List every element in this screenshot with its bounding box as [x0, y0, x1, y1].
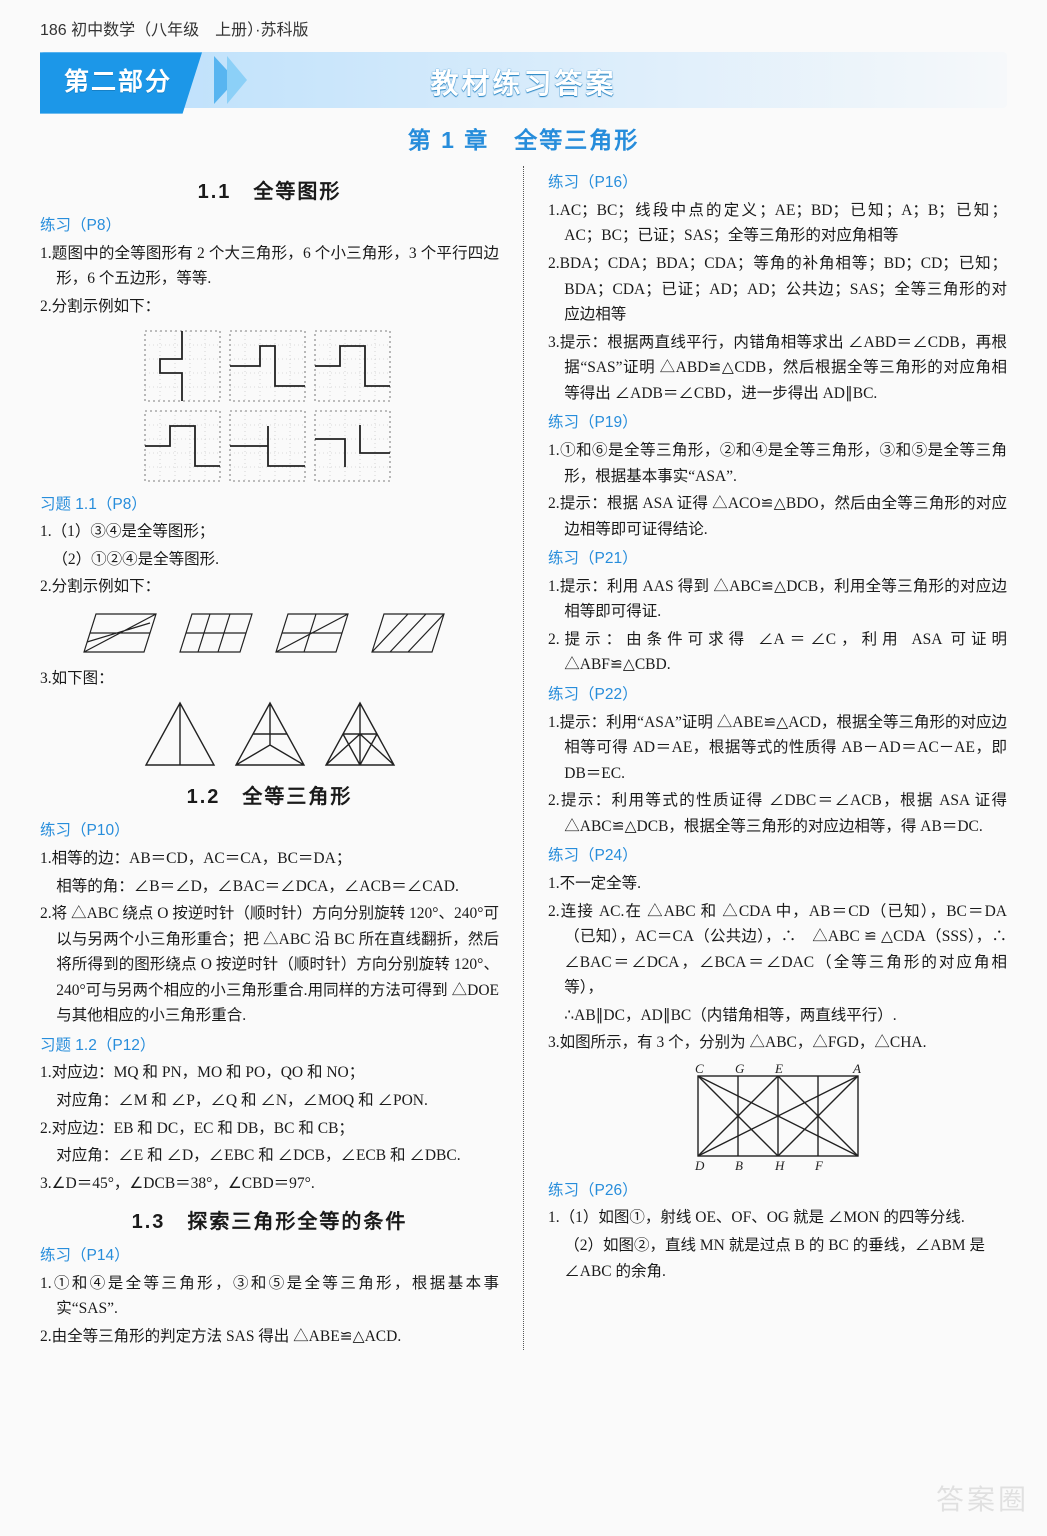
xt12-item-2b: 对应角：∠E 和 ∠D，∠EBC 和 ∠DCB，∠ECB 和 ∠DBC.: [40, 1143, 499, 1169]
grid-shapes-svg: [140, 326, 400, 486]
p21-item-1: 1.提示：利用 AAS 得到 △ABC≌△DCB，利用全等三角形的对应边相等即可…: [548, 574, 1007, 625]
p10-item-1b: 相等的角：∠B＝∠D，∠BAC＝∠DCA，∠ACB＝∠CAD.: [40, 874, 499, 900]
section-1-3-title: 1.3 探索三角形全等的条件: [40, 1206, 499, 1239]
p16-item-3: 3.提示：根据两直线平行，内错角相等求出 ∠ABD＝∠CDB，再根据“SAS”证…: [548, 330, 1007, 407]
right-column: 练习（P16） 1.AC；BC；线段中点的定义；AE；BD；已知；A；B；已知；…: [548, 166, 1007, 1349]
p10-item-2: 2.将 △ABC 绕点 O 按逆时针（顺时针）方向分别旋转 120°、240°可…: [40, 901, 499, 1029]
parallelogram-svg: [70, 606, 470, 660]
p26-item-1b: （2）如图②，直线 MN 就是过点 B 的 BC 的垂线，∠ABM 是 ∠ABC…: [548, 1233, 1007, 1284]
chapter-title: 第 1 章 全等三角形: [40, 122, 1007, 160]
svg-text:H: H: [774, 1158, 785, 1172]
exercise-p10-label: 练习（P10）: [40, 818, 499, 844]
figure-p24-rectangle: C G E A D B H F: [548, 1062, 1007, 1172]
p22-item-1: 1.提示：利用“ASA”证明 △ABE≌△ACD，根据全等三角形的对应边相等可得…: [548, 710, 1007, 787]
p16-item-1: 1.AC；BC；线段中点的定义；AE；BD；已知；A；B；已知；AC；BC；已证…: [548, 198, 1007, 249]
exercise-p26-label: 练习（P26）: [548, 1178, 1007, 1204]
xt12-item-3: 3.∠D＝45°，∠DCB＝38°，∠CBD＝97°.: [40, 1171, 499, 1197]
svg-text:F: F: [814, 1158, 824, 1172]
two-column-layout: 1.1 全等图形 练习（P8） 1.题图中的全等图形有 2 个大三角形，6 个小…: [40, 166, 1007, 1349]
xt12-item-1b: 对应角：∠M 和 ∠P，∠Q 和 ∠N，∠MOQ 和 ∠PON.: [40, 1088, 499, 1114]
p16-item-2: 2.BDA；CDA；BDA；CDA；等角的补角相等；BD；CD；已知；BDA；C…: [548, 251, 1007, 328]
part-banner: 第二部分 教材练习答案: [40, 52, 1007, 108]
xt11-item-2: 2.分割示例如下：: [40, 574, 499, 600]
left-column: 1.1 全等图形 练习（P8） 1.题图中的全等图形有 2 个大三角形，6 个小…: [40, 166, 499, 1349]
figure-triangle-splits: [40, 697, 499, 771]
svg-text:A: A: [852, 1062, 861, 1076]
p19-item-2: 2.提示：根据 ASA 证得 △ACO≌△BDO，然后由全等三角形的对应边相等即…: [548, 491, 1007, 542]
page-header: 186 初中数学（八年级 上册）·苏科版: [40, 18, 1007, 44]
exercise-p21-label: 练习（P21）: [548, 546, 1007, 572]
xt-1-1-label: 习题 1.1（P8）: [40, 492, 499, 518]
p26-item-1a: 1.（1）如图①，射线 OE、OF、OG 就是 ∠MON 的四等分线.: [548, 1205, 1007, 1231]
triangle-splits-svg: [140, 697, 400, 771]
p22-item-2: 2.提示：利用等式的性质证得 ∠DBC＝∠ACB，根据 ASA 证得 △ABC≌…: [548, 788, 1007, 839]
p8-item-2: 2.分割示例如下：: [40, 294, 499, 320]
exercise-p14-label: 练习（P14）: [40, 1243, 499, 1269]
p10-item-1a: 1.相等的边：AB＝CD，AC＝CA，BC＝DA；: [40, 846, 499, 872]
figure-p8-divisions: [40, 326, 499, 486]
exercise-p22-label: 练习（P22）: [548, 682, 1007, 708]
exercise-p19-label: 练习（P19）: [548, 410, 1007, 436]
section-1-2-title: 1.2 全等三角形: [40, 781, 499, 814]
p19-item-1: 1.①和⑥是全等三角形，②和④是全等三角形，③和⑤是全等三角形，根据基本事实“A…: [548, 438, 1007, 489]
p14-item-1: 1.①和④是全等三角形，③和⑤是全等三角形，根据基本事实“SAS”.: [40, 1271, 499, 1322]
exercise-p16-label: 练习（P16）: [548, 170, 1007, 196]
xt-1-2-label: 习题 1.2（P12）: [40, 1033, 499, 1059]
column-separator: [523, 166, 524, 1349]
p24-item-2b: ∴AB∥DC，AD∥BC（内错角相等，两直线平行）.: [548, 1003, 1007, 1029]
p14-item-2: 2.由全等三角形的判定方法 SAS 得出 △ABE≌△ACD.: [40, 1324, 499, 1350]
xt11-item-1a: 1.（1）③④是全等图形；: [40, 519, 499, 545]
xt11-item-3: 3.如下图：: [40, 666, 499, 692]
xt12-item-1a: 1.对应边：MQ 和 PN，MO 和 PO，QO 和 NO；: [40, 1060, 499, 1086]
exercise-p8-label: 练习（P8）: [40, 213, 499, 239]
p24-item-3: 3.如图所示，有 3 个，分别为 △ABC，△FGD，△CHA.: [548, 1030, 1007, 1056]
chevron-icon: [227, 56, 247, 104]
xt11-item-1b: （2）①②④是全等图形.: [40, 547, 499, 573]
p21-item-2: 2.提示：由条件可求得 ∠A＝∠C，利用 ASA 可证明 △ABF≌△CBD.: [548, 627, 1007, 678]
p24-item-2: 2.连接 AC.在 △ABC 和 △CDA 中，AB＝CD（已知），BC＝DA（…: [548, 899, 1007, 1001]
rectangle-triangles-svg: C G E A D B H F: [678, 1062, 878, 1172]
section-1-1-title: 1.1 全等图形: [40, 176, 499, 209]
svg-text:B: B: [735, 1158, 743, 1172]
p8-item-1: 1.题图中的全等图形有 2 个大三角形，6 个小三角形，3 个平行四边形，6 个…: [40, 241, 499, 292]
svg-text:D: D: [694, 1158, 705, 1172]
svg-text:G: G: [735, 1062, 745, 1076]
svg-text:E: E: [774, 1062, 783, 1076]
figure-parallelogram-splits: [40, 606, 499, 660]
watermark: 答案圈: [936, 1478, 1029, 1524]
exercise-p24-label: 练习（P24）: [548, 843, 1007, 869]
p24-item-1: 1.不一定全等.: [548, 871, 1007, 897]
part-tab: 第二部分: [40, 52, 202, 113]
xt12-item-2a: 2.对应边：EB 和 DC，EC 和 DB，BC 和 CB；: [40, 1116, 499, 1142]
svg-text:C: C: [695, 1062, 704, 1076]
